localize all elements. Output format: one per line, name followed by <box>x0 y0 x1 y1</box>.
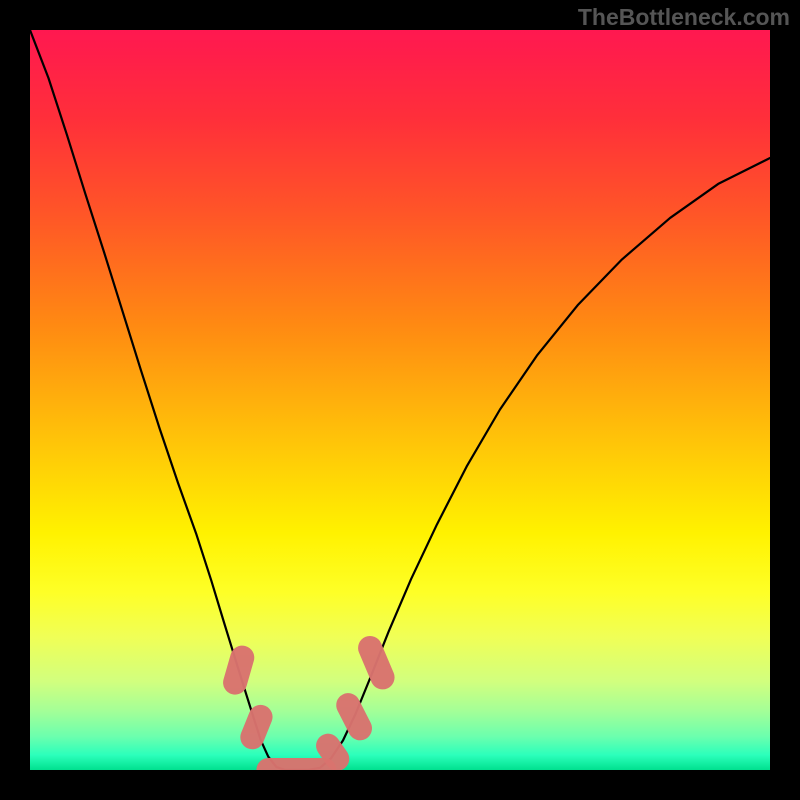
gradient-background <box>30 30 770 770</box>
chart-svg <box>30 30 770 770</box>
watermark-text: TheBottleneck.com <box>578 4 790 31</box>
chart-frame <box>0 0 800 800</box>
gradient-plot-area <box>30 30 770 770</box>
